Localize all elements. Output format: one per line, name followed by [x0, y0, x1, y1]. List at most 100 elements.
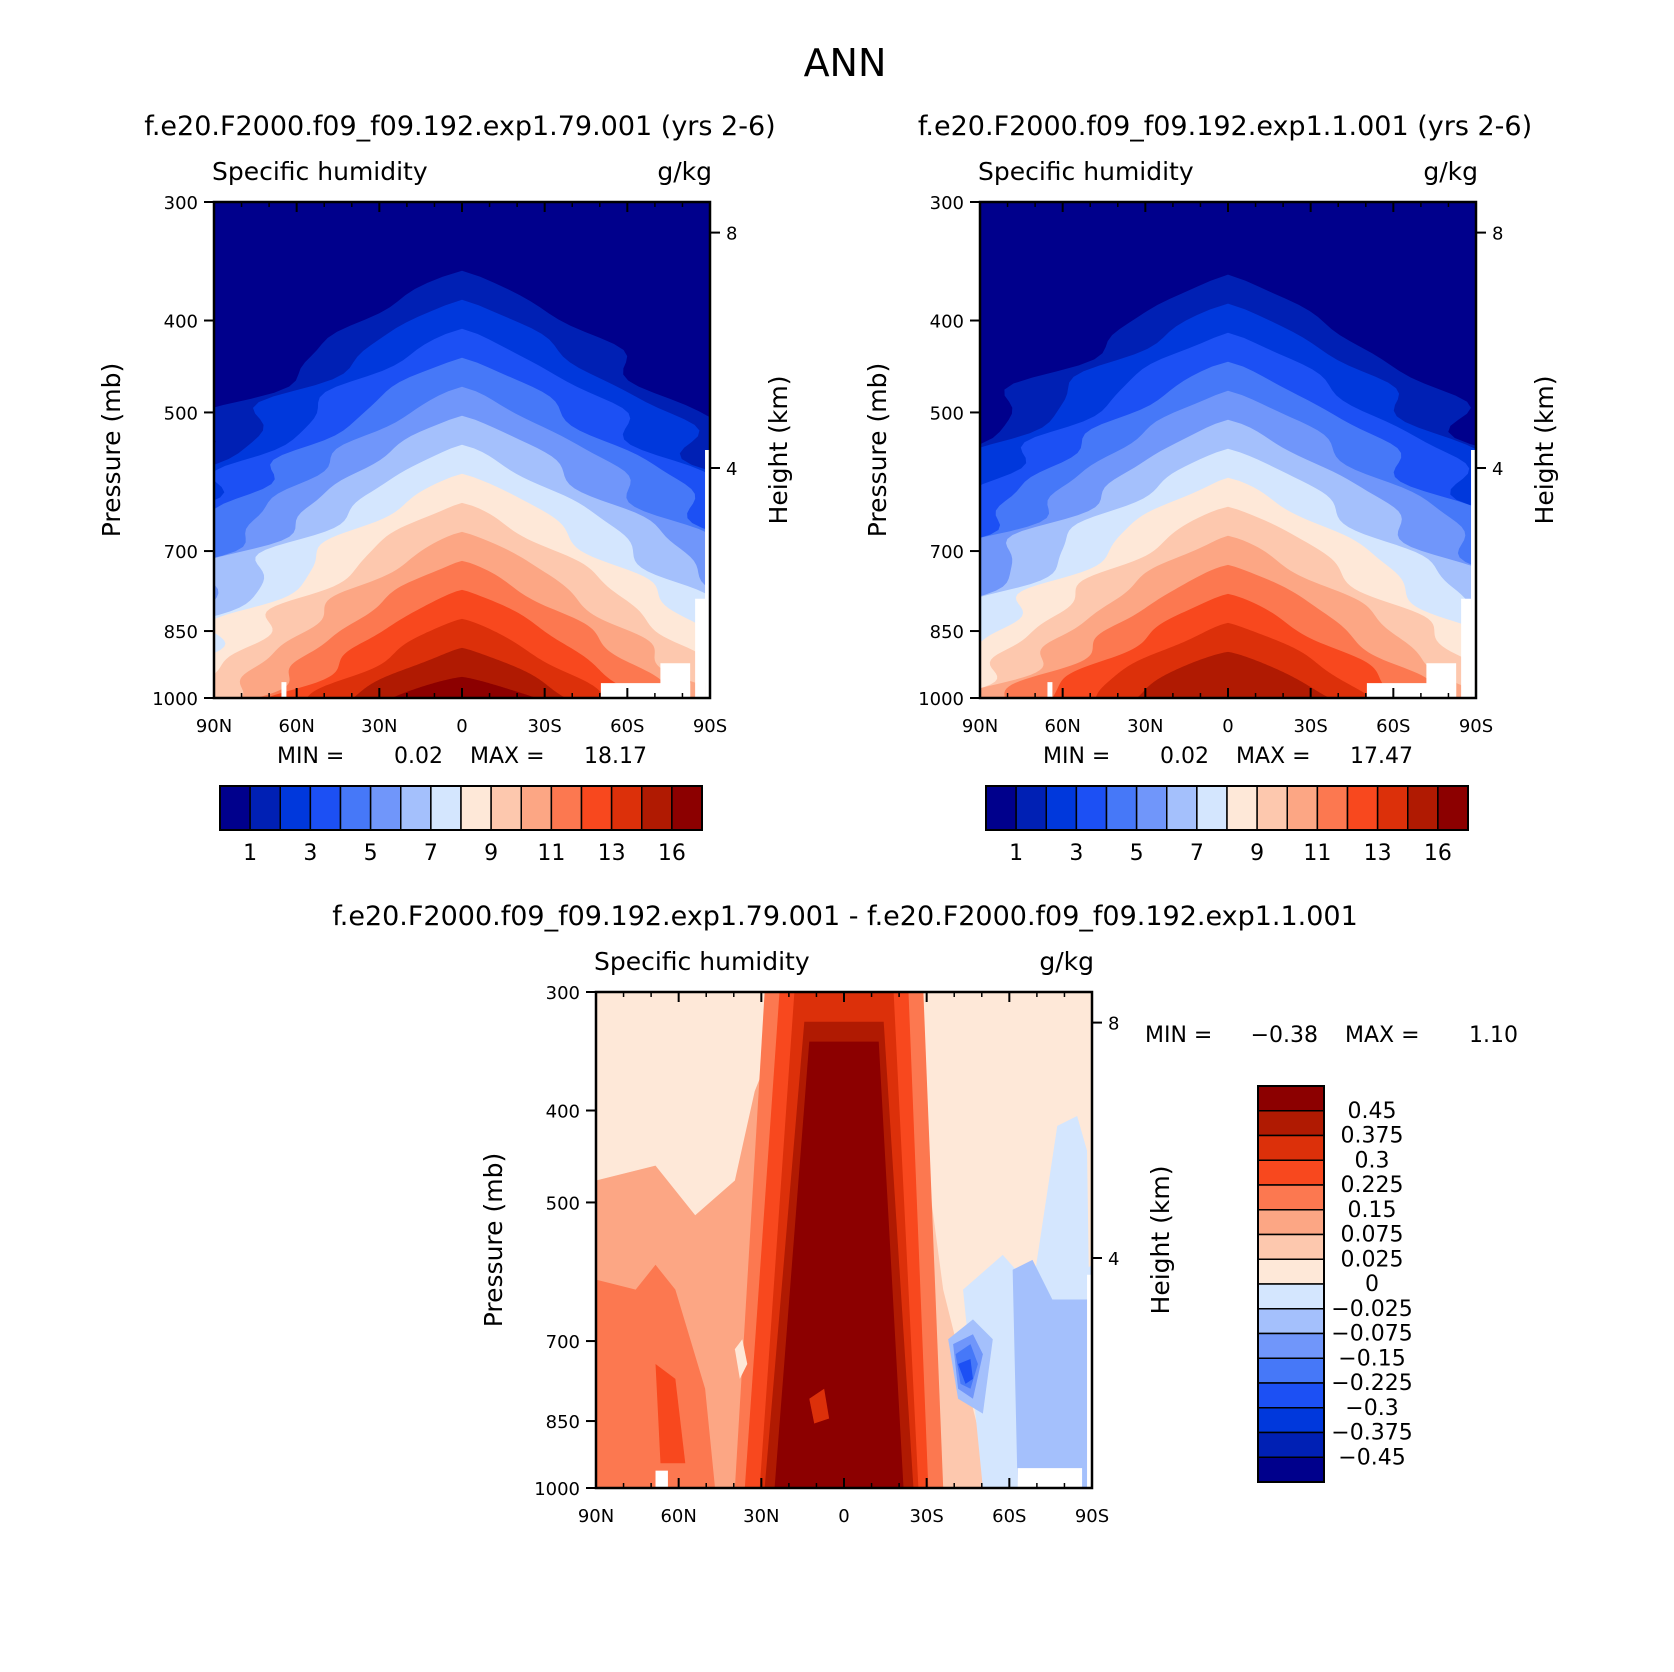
- panel2: f.e20.F2000.f09_f09.192.exp1.1.001 (yrs …: [863, 111, 1559, 866]
- panel2-colorbar-label: 1: [1009, 841, 1023, 866]
- panel3-xtick-label: 30S: [909, 1506, 943, 1527]
- panel1-y2tick-label: 4: [726, 459, 737, 480]
- panel3-colorbar-box-2: [1257, 1134, 1325, 1161]
- panel1-colorbar-label: 5: [364, 841, 378, 866]
- panel3-xtick-label: 30N: [743, 1506, 779, 1527]
- panel3-colorbar-box-11: [1257, 1357, 1325, 1384]
- panel2-colorbar-label: 13: [1364, 841, 1392, 866]
- panel2-xtick-label: 60S: [1376, 716, 1410, 737]
- panel2-missing-data: [1366, 683, 1457, 698]
- panel3-colorbar-label: −0.225: [1331, 1371, 1412, 1396]
- panel2-xtick-label: 0: [1222, 716, 1233, 737]
- panel1-y2label: Height (km): [764, 376, 793, 525]
- panel3-contour-region-21: [809, 1388, 830, 1424]
- panel1-missing-data: [695, 598, 706, 698]
- panel3-contour-region-9: [774, 1041, 904, 1488]
- panel3-contour-region-20: [734, 1339, 748, 1379]
- panel1-xtick-label: 60S: [610, 716, 644, 737]
- panel3-colorbar-label: 0.3: [1355, 1148, 1390, 1173]
- panel2-colorbar-box-5: [1135, 785, 1168, 831]
- panel1-colorbar-label: 1: [243, 841, 257, 866]
- panel3-colorbar-label: −0.3: [1345, 1396, 1398, 1421]
- panel2-xtick-label: 90S: [1459, 716, 1493, 737]
- panel1-colorbar-box-9: [490, 785, 522, 831]
- panel1-xtick-label: 60N: [278, 716, 314, 737]
- panel1-max-label: MAX =: [470, 744, 545, 769]
- panel2-colorbar-box-14: [1407, 785, 1439, 831]
- panel2-colorbar-box-13: [1376, 785, 1409, 831]
- panel1-colorbar-box-15: [671, 785, 703, 831]
- panel2-colorbar-box-3: [1075, 785, 1108, 831]
- panel1-colorbar-box-8: [460, 785, 492, 831]
- panel2-contour-field: [980, 202, 1476, 698]
- panel1-colorbar-label: 16: [658, 841, 686, 866]
- page-title: ANN: [804, 41, 887, 85]
- panel1-axes: 90N 60N 30N 0 30S 60S 90S 300 400 500 700 850 1000 8 4: [152, 193, 737, 737]
- panel1-band-level-14: [353, 647, 566, 698]
- panel2-colorbar: 1 3 5 7 9 11 13 16: [985, 785, 1469, 866]
- panel2-colorbar-box-11: [1316, 785, 1349, 831]
- panel1-colorbar-box-5: [369, 785, 402, 831]
- panel2-ylabel: Pressure (mb): [863, 363, 892, 537]
- panel1-title: f.e20.F2000.f09_f09.192.exp1.79.001 (yrs…: [144, 111, 775, 142]
- panel2-band-level-14: [1136, 651, 1330, 698]
- panel2-axes: 90N 60N 30N 0 30S 60S 90S 300 400 500 700 850 1000 8 4: [918, 193, 1503, 737]
- panel3-ytick-label: 500: [546, 1193, 580, 1214]
- panel3-colorbar-box-10: [1257, 1332, 1325, 1359]
- panel1-missing-data: [600, 683, 691, 698]
- panel1-colorbar-box-11: [550, 785, 583, 831]
- panel3-contour-field: [596, 992, 1092, 1488]
- panel3-contour-region-4: [655, 1364, 686, 1464]
- panel1-band-level-15: [391, 676, 537, 698]
- panel1-y2tick-label: 8: [726, 224, 737, 245]
- panel2-colorbar-box-1: [1015, 785, 1047, 831]
- panel2-colorbar-box-8: [1226, 785, 1258, 831]
- panel1-xtick-label: 90N: [196, 716, 232, 737]
- panel1-ytick-label: 300: [164, 193, 198, 214]
- panel3: f.e20.F2000.f09_f09.192.exp1.79.001 - f.…: [332, 901, 1518, 1527]
- panel2-max-value: 17.47: [1350, 744, 1413, 769]
- panel3-ytick-label: 300: [546, 983, 580, 1004]
- panel2-ytick-label: 400: [930, 312, 964, 333]
- panel2-ytick-label: 850: [930, 622, 964, 643]
- panel1-max-value: 18.17: [584, 744, 647, 769]
- panel1-contour-field: [214, 202, 710, 698]
- panel1-colorbar-box-3: [309, 785, 342, 831]
- panel1-colorbar-box-1: [249, 785, 281, 831]
- panel2-y2tick-label: 4: [1492, 459, 1503, 480]
- panel3-xtick-label: 60S: [992, 1506, 1026, 1527]
- panel2-colorbar-label: 9: [1250, 841, 1264, 866]
- panel3-ylabel: Pressure (mb): [479, 1153, 508, 1327]
- panel2-missing-data: [1047, 682, 1053, 698]
- panel3-min-value: −0.38: [1251, 1023, 1318, 1048]
- panel1-colorbar-label: 3: [303, 841, 317, 866]
- panel1-plot-area: [214, 202, 710, 698]
- panel2-ytick-label: 700: [930, 542, 964, 563]
- panel3-colorbar-box-15: [1257, 1456, 1325, 1483]
- panel2-right-label: g/kg: [1423, 157, 1478, 186]
- panel3-colorbar-box-4: [1257, 1184, 1325, 1211]
- panel1-right-label: g/kg: [657, 157, 712, 186]
- panel3-colorbar-box-6: [1257, 1233, 1325, 1260]
- panel3-axes: 90N 60N 30N 0 30S 60S 90S 300 400 500 700 850 1000 8 4: [534, 983, 1119, 1527]
- panel3-colorbar-label: 0.45: [1348, 1099, 1397, 1124]
- panel3-colorbar-box-14: [1257, 1431, 1325, 1458]
- panel1-ytick-label: 500: [164, 403, 198, 424]
- panel2-title: f.e20.F2000.f09_f09.192.exp1.1.001 (yrs …: [918, 111, 1532, 142]
- panel3-colorbar-label: 0.375: [1341, 1124, 1404, 1149]
- panel2-colorbar-label: 5: [1130, 841, 1144, 866]
- panel1-left-label: Specific humidity: [212, 157, 428, 186]
- panel1-xtick-label: 90S: [693, 716, 727, 737]
- panel2-colorbar-box-7: [1196, 785, 1228, 831]
- panel1-ylabel: Pressure (mb): [97, 363, 126, 537]
- panel2-xtick-label: 90N: [962, 716, 998, 737]
- panel1-colorbar-box-2: [279, 785, 312, 831]
- panel2-colorbar-frame: [985, 785, 1469, 831]
- panel2-max-label: MAX =: [1236, 744, 1311, 769]
- panel2-plot-area: [980, 202, 1476, 698]
- panel1-colorbar-box-10: [520, 785, 553, 831]
- panel2-left-label: Specific humidity: [978, 157, 1194, 186]
- panel1-missing-data: [281, 682, 287, 698]
- panel2-y2label: Height (km): [1530, 376, 1559, 525]
- panel1-colorbar-frame: [219, 785, 703, 831]
